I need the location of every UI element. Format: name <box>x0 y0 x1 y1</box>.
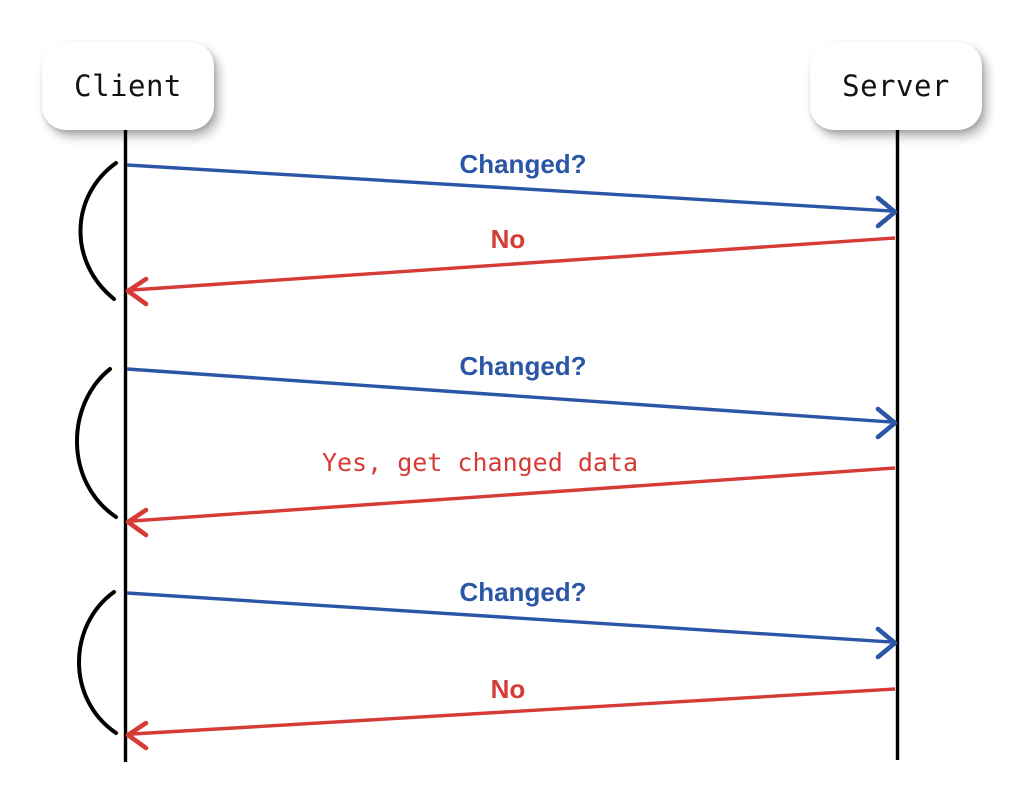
arrowhead-response-1 <box>125 276 149 307</box>
message-line-request-3 <box>126 591 892 644</box>
arrowhead-response-2 <box>125 507 149 538</box>
actor-box-server: Server <box>810 42 982 130</box>
message-line-response-2 <box>131 466 896 523</box>
poll-cycle-brace-2 <box>75 367 118 519</box>
actor-label-server: Server <box>842 69 950 103</box>
poll-cycle-brace-3 <box>77 590 118 735</box>
arrowhead-response-3 <box>125 720 149 751</box>
message-line-response-3 <box>131 687 896 736</box>
message-label-request-3: Changed? <box>459 577 586 607</box>
actor-box-client: Client <box>42 42 214 130</box>
message-label-request-2: Changed? <box>459 351 586 381</box>
arrowhead-request-3 <box>875 626 898 660</box>
arrowhead-request-2 <box>875 406 898 440</box>
message-label-response-3: No <box>491 674 526 704</box>
message-line-response-1 <box>131 236 896 292</box>
message-label-response-2: Yes, get changed data <box>322 448 638 477</box>
message-line-request-2 <box>126 367 892 424</box>
message-line-request-1 <box>126 163 892 213</box>
message-label-response-1: No <box>491 224 526 254</box>
actor-label-client: Client <box>74 69 182 103</box>
poll-cycle-brace-1 <box>78 161 118 301</box>
message-label-request-1: Changed? <box>459 149 586 179</box>
arrowhead-request-1 <box>875 195 898 229</box>
